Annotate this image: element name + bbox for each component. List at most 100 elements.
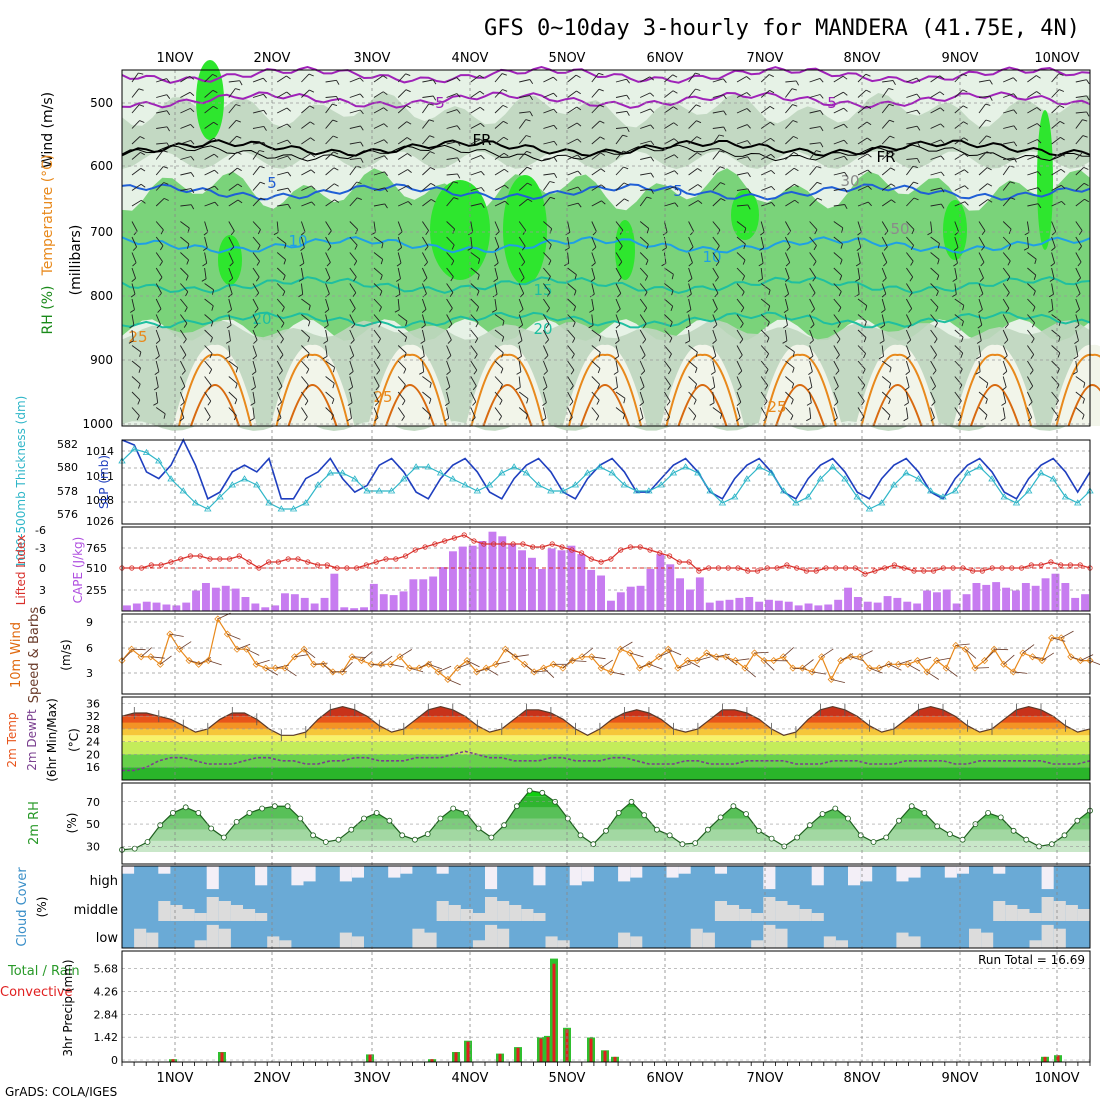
- wind-barb-flag: [430, 167, 436, 171]
- wind-barb-flag: [202, 262, 207, 267]
- wind-barb: [930, 107, 941, 114]
- wind-barb-flag: [694, 367, 698, 373]
- wind-barb: [1075, 298, 1081, 310]
- wind-barb: [421, 360, 425, 372]
- wind-barb-flag: [273, 232, 279, 236]
- wind-speed-marker: [731, 656, 739, 665]
- wind-barb-flag: [504, 200, 509, 205]
- wind-barb-flag: [526, 398, 529, 404]
- wind-barb: [421, 314, 426, 326]
- wind-barb-flag: [259, 150, 265, 153]
- wind-barb: [446, 221, 455, 230]
- wind-barb: [470, 203, 482, 207]
- wind-barb: [712, 407, 722, 415]
- wind-barb-flag: [472, 401, 477, 406]
- wind-barb-flag: [310, 153, 316, 158]
- wind-barb-10m: [294, 654, 309, 658]
- wind-barb-flag: [863, 337, 867, 343]
- wind-barb: [543, 92, 554, 98]
- wind-barb-flag: [574, 274, 577, 280]
- wind-barb-flag: [937, 243, 940, 249]
- wind-barb: [180, 139, 191, 145]
- wind-barb-flag: [228, 277, 233, 282]
- wind-barb-flag: [595, 415, 600, 421]
- li-marker: [461, 532, 467, 538]
- day-label-bottom: 3NOV: [354, 1071, 391, 1086]
- wind-barb: [155, 391, 159, 403]
- wind-barb: [470, 75, 480, 83]
- thickness-marker: [743, 475, 751, 482]
- wind-barb-10m: [169, 633, 184, 637]
- wind-barb: [131, 72, 139, 83]
- wind-barb-flag: [843, 156, 848, 161]
- wind-barb: [906, 283, 913, 294]
- wind-barb: [276, 407, 282, 418]
- wind-barb: [155, 283, 162, 294]
- isotherm-30: [482, 383, 533, 427]
- wind-barb: [591, 168, 602, 176]
- wind-barb: [301, 105, 311, 114]
- isotherm: [121, 144, 1091, 162]
- wind-barb-flag: [841, 227, 844, 233]
- cloud-gap: [218, 928, 231, 948]
- li-marker: [344, 565, 350, 571]
- wind-barb: [155, 150, 164, 160]
- wind-barb-flag: [398, 231, 403, 236]
- wind-barb-flag: [190, 188, 195, 194]
- wind-barb-flag: [212, 73, 218, 77]
- wind-barb-flag: [855, 278, 860, 282]
- cloud-gap: [255, 913, 268, 921]
- wind-barb: [1003, 157, 1015, 160]
- wind-barb-flag: [428, 414, 432, 420]
- cloud-layer-label: low: [96, 931, 119, 946]
- wind-barb: [276, 376, 283, 387]
- wind-barb: [204, 74, 213, 83]
- wind-barb-10m: [1080, 654, 1094, 661]
- li-marker: [706, 565, 712, 571]
- wind-barb: [930, 391, 936, 403]
- wind-barb: [1027, 360, 1034, 371]
- wind-barb-flag: [904, 402, 909, 406]
- wind-barb: [615, 329, 620, 341]
- thickness-marker: [204, 505, 212, 512]
- wind-barb-flag: [495, 231, 500, 236]
- wind-barb-flag: [545, 323, 550, 329]
- wind-barb-flag: [166, 142, 170, 148]
- wind-barb: [615, 360, 619, 372]
- li-marker: [148, 562, 154, 568]
- wind-barb: [639, 298, 648, 309]
- wind-barb-flag: [381, 243, 384, 249]
- wind-barb-flag: [639, 402, 644, 406]
- rh2m-marker: [692, 840, 699, 846]
- wind-speed-marker: [300, 645, 308, 653]
- wind-barb: [857, 329, 867, 338]
- wind-barb-flag: [190, 204, 195, 210]
- wind-barb: [494, 298, 497, 310]
- wind-barb: [664, 202, 676, 207]
- precip-conv-bar: [613, 1056, 617, 1062]
- wind-barb: [373, 221, 376, 233]
- wind-barb: [567, 314, 576, 323]
- wind-barb: [857, 105, 867, 114]
- li-marker: [813, 568, 819, 574]
- wind-barb-flag: [888, 103, 894, 107]
- wind-barb-10m: [380, 655, 393, 665]
- wind-barb: [470, 407, 476, 418]
- wind-barb-flag: [186, 259, 190, 265]
- wind-barb: [736, 204, 748, 207]
- cloud-gap: [1041, 866, 1054, 890]
- wind-barb-flag: [710, 386, 715, 391]
- cloud-gap: [424, 932, 437, 948]
- wind-barb-flag: [457, 141, 461, 147]
- wind-barb-flag: [962, 73, 968, 77]
- wind-barb: [446, 252, 455, 262]
- li-marker: [500, 541, 506, 547]
- wind-barb-10m: [121, 650, 133, 661]
- wind-barb: [349, 329, 355, 341]
- wind-barb-flag: [491, 309, 497, 313]
- wind-barb: [131, 199, 142, 207]
- wind-barb-flag: [526, 150, 532, 154]
- wind-barb-flag: [1058, 320, 1061, 326]
- wind-barb: [664, 329, 673, 339]
- wind-barb-flag: [419, 371, 424, 375]
